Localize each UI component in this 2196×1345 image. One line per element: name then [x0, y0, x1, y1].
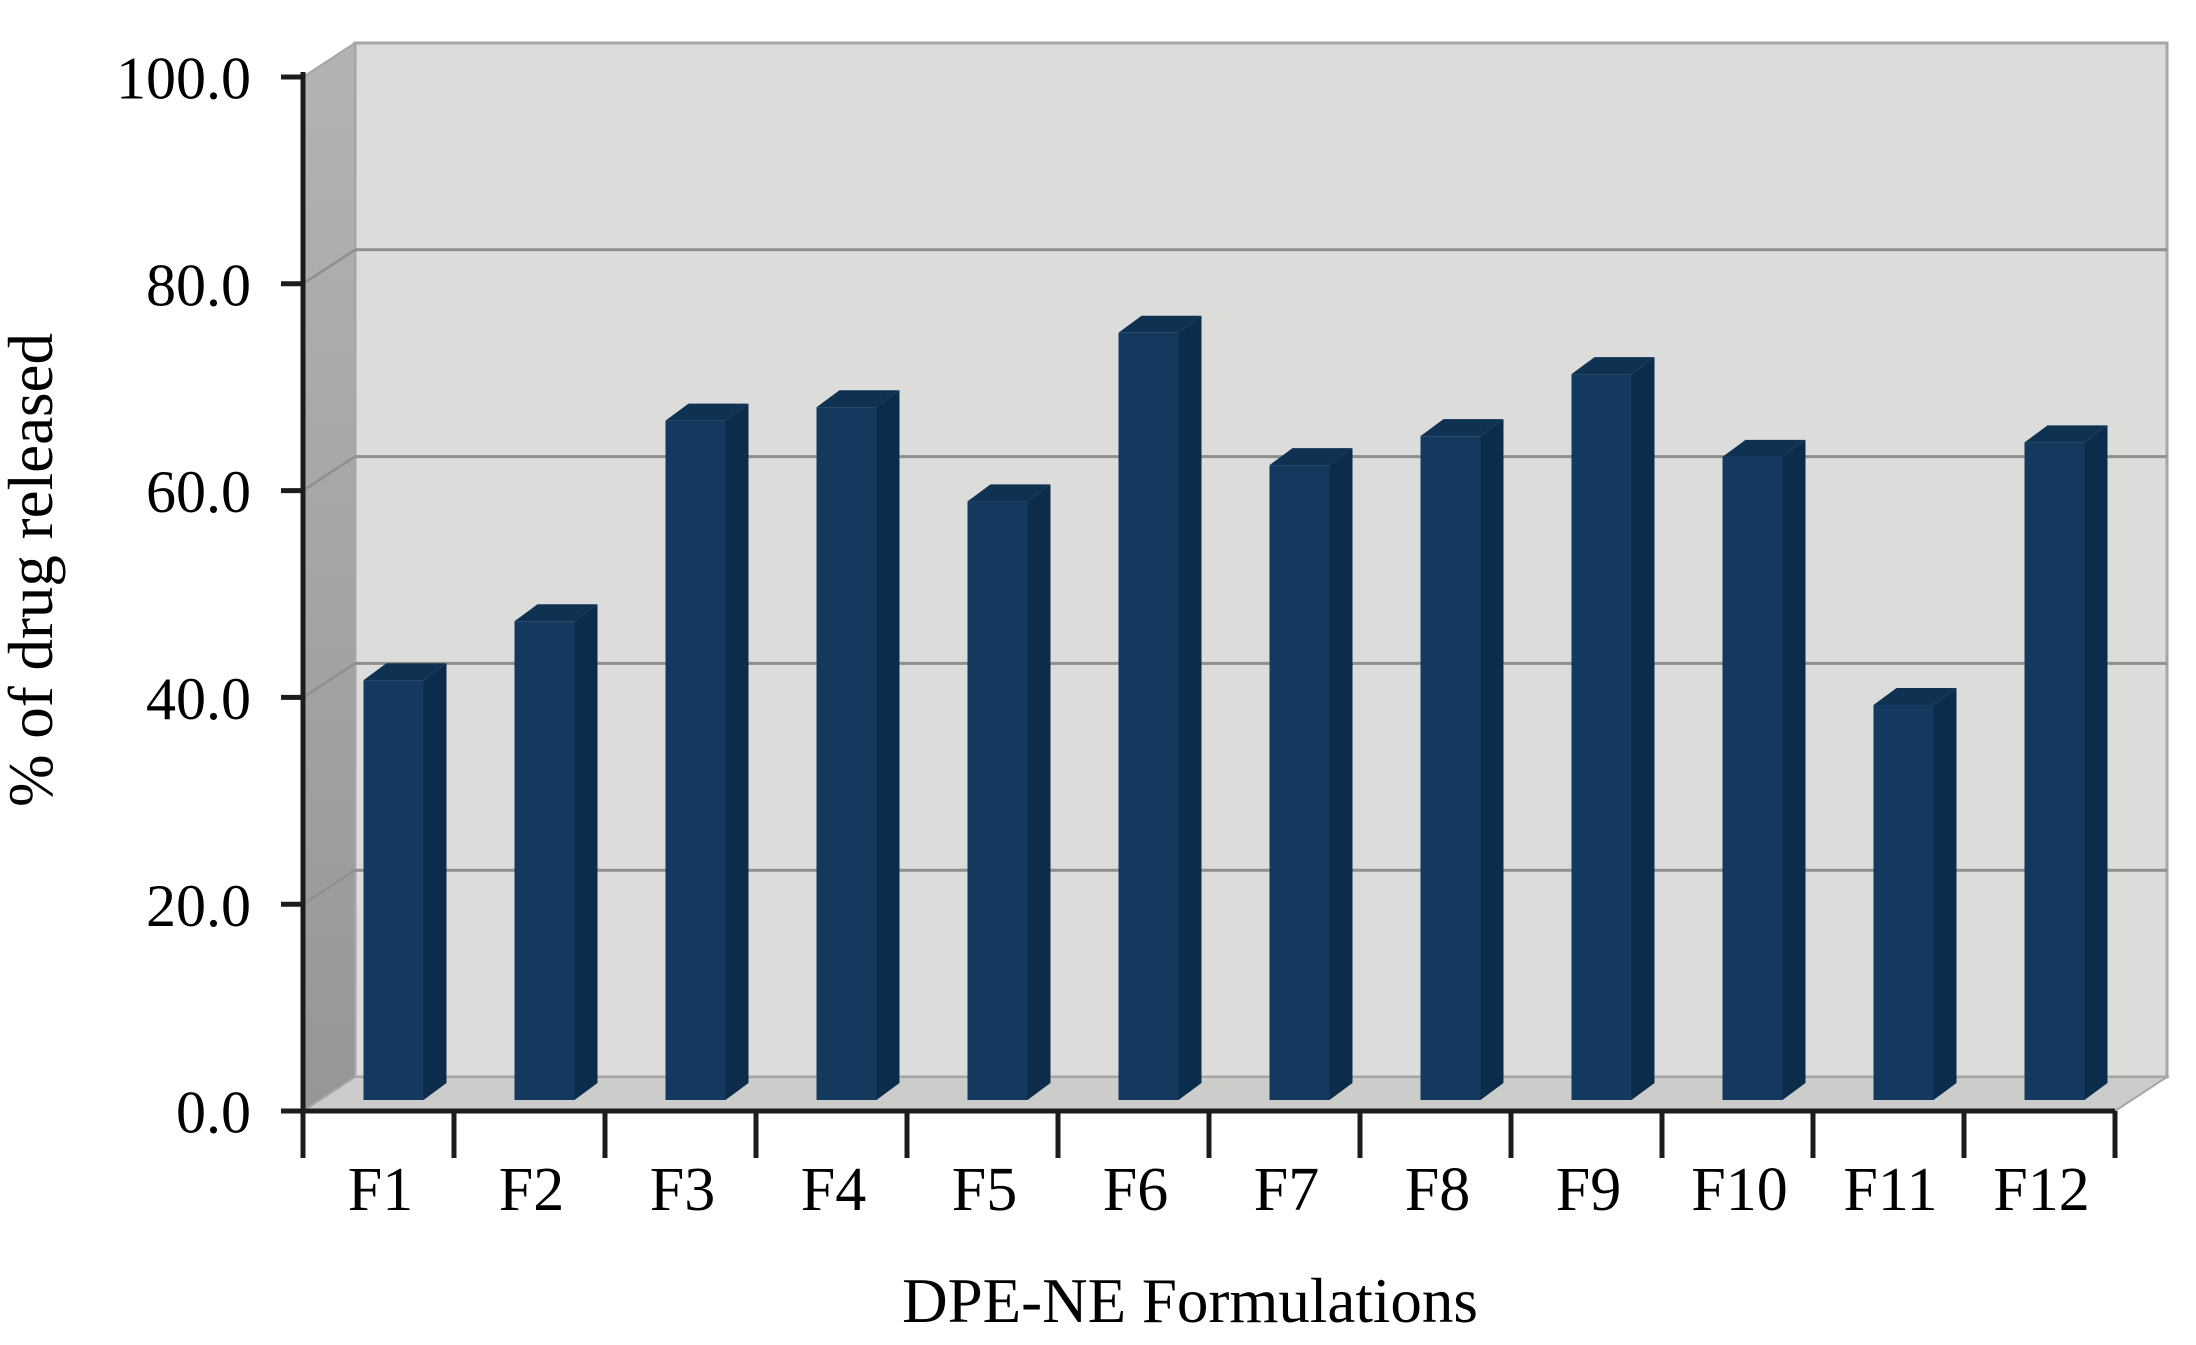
gridline-sidewall-40: [302, 662, 356, 699]
x-category-label-F6: F6: [1103, 1156, 1168, 1224]
bar-F6: [1118, 315, 1202, 1101]
bar-front-face-F4: [816, 407, 877, 1101]
bar-side-face-F6: [1178, 315, 1202, 1101]
y-axis-title: % of drug released: [0, 333, 66, 807]
bar-front-face-F3: [665, 420, 726, 1100]
bar-F7: [1269, 448, 1353, 1100]
bar-top-face-F3: [665, 403, 749, 421]
bar-F3: [665, 403, 749, 1100]
bar-front-face-F8: [1420, 436, 1481, 1100]
bar-side-face-F10: [1782, 439, 1806, 1100]
bar-top-face-F11: [1873, 688, 1957, 706]
bar-side-face-F12: [2084, 425, 2108, 1101]
y-tick-label-80.0: 80.0: [146, 252, 251, 318]
bars: [363, 315, 2108, 1101]
bar-side-face-F1: [423, 663, 447, 1100]
x-category-label-F7: F7: [1254, 1156, 1319, 1224]
bar-top-face-F5: [967, 484, 1051, 502]
bar-top-face-F8: [1420, 419, 1504, 437]
y-tick-label-20.0: 20.0: [146, 873, 251, 939]
x-category-label-F3: F3: [650, 1156, 715, 1224]
gridline-sidewall-80: [302, 248, 356, 285]
x-category-label-F1: F1: [348, 1156, 413, 1224]
bar-top-face-F10: [1722, 439, 1806, 457]
bar-top-face-F6: [1118, 315, 1202, 333]
gridlines: [302, 248, 2167, 906]
bar-front-face-F5: [967, 501, 1028, 1101]
bar-front-face-F10: [1722, 456, 1783, 1100]
y-tick-label-0.0: 0.0: [176, 1080, 251, 1146]
bar-front-face-F12: [2024, 442, 2085, 1101]
x-axis-title: DPE-NE Formulations: [902, 1266, 1478, 1336]
x-category-label-F12: F12: [1993, 1156, 2089, 1224]
bar-side-face-F2: [574, 604, 598, 1100]
bar-side-face-F4: [876, 390, 900, 1101]
x-category-label-F5: F5: [952, 1156, 1017, 1224]
bar-top-face-F12: [2024, 425, 2108, 443]
bar-front-face-F2: [514, 621, 575, 1100]
y-tick-label-60.0: 60.0: [146, 459, 251, 525]
left-wall: [302, 41, 356, 1113]
bar-F4: [816, 390, 900, 1101]
bar-F8: [1420, 419, 1504, 1100]
y-axis-tick-labels: 0.0 20.0 40.0 60.0 80.0 100.0: [116, 46, 251, 1146]
y-tick-label-100.0: 100.0: [116, 46, 251, 112]
bar-front-face-F9: [1571, 374, 1632, 1101]
bar-front-face-F11: [1873, 705, 1934, 1100]
x-category-label-F10: F10: [1691, 1156, 1787, 1224]
bar-top-face-F9: [1571, 357, 1655, 375]
gridline-sidewall-60: [302, 455, 356, 492]
bar-side-face-F5: [1027, 484, 1051, 1101]
bar-F1: [363, 663, 447, 1100]
bar-F12: [2024, 425, 2108, 1101]
bar-F9: [1571, 357, 1655, 1101]
bar-front-face-F6: [1118, 332, 1179, 1101]
bar-side-face-F3: [725, 403, 749, 1100]
bar-top-face-F1: [363, 663, 447, 681]
x-category-label-F4: F4: [801, 1156, 866, 1224]
bar-side-face-F9: [1631, 357, 1655, 1101]
x-category-label-F9: F9: [1556, 1156, 1621, 1224]
bar-F11: [1873, 688, 1957, 1100]
bar-side-face-F11: [1933, 688, 1957, 1100]
bar-top-face-F7: [1269, 448, 1353, 466]
bar-F10: [1722, 439, 1806, 1100]
x-category-label-F2: F2: [499, 1156, 564, 1224]
bar-side-face-F8: [1480, 419, 1504, 1100]
axes: [281, 72, 2118, 1158]
bar-F2: [514, 604, 598, 1100]
gridline-sidewall-20: [302, 869, 356, 906]
bar-front-face-F7: [1269, 465, 1330, 1100]
x-category-label-F8: F8: [1405, 1156, 1470, 1224]
bar-side-face-F7: [1329, 448, 1353, 1100]
bar-top-face-F4: [816, 390, 900, 408]
y-tick-label-40.0: 40.0: [146, 666, 251, 732]
bar-F5: [967, 484, 1051, 1101]
bar-top-face-F2: [514, 604, 598, 622]
x-axis-category-labels: F1 F2 F3 F4 F5 F6 F7 F8 F9 F10 F11 F12: [348, 1156, 2090, 1224]
chart-walls: [299, 41, 2171, 1113]
x-category-label-F11: F11: [1843, 1156, 1937, 1224]
bar-front-face-F1: [363, 680, 424, 1100]
